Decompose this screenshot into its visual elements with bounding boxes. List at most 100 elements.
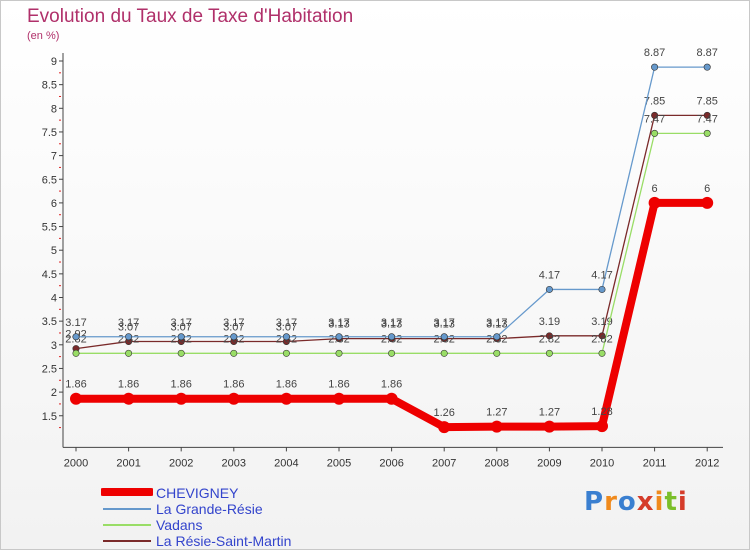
data-point-chevigney: [490, 420, 503, 433]
y-tick-label: 3: [51, 340, 57, 352]
data-point-vadans: [230, 349, 238, 357]
data-label-la-grande-resie: 3.17: [433, 317, 454, 329]
data-label-la-grande-resie: 8.87: [644, 47, 665, 59]
unit-label: (en %): [27, 30, 60, 42]
legend-label: Vadans: [156, 517, 203, 533]
data-point-la-grande-resie: [125, 333, 133, 341]
y-tick-label: 9: [51, 56, 57, 68]
data-point-chevigney: [596, 420, 608, 433]
data-point-vadans: [651, 129, 659, 137]
data-label-chevigney: 1.27: [486, 407, 507, 419]
logo-letter: i: [654, 487, 665, 517]
data-point-vadans: [703, 129, 711, 137]
proxiti-logo: Proxiti: [584, 487, 688, 517]
y-tick-label: 4: [51, 293, 57, 305]
data-point-la-grande-resie: [703, 63, 711, 71]
logo-letter: x: [636, 487, 655, 517]
chart-title: Evolution du Taux de Taxe d'Habitation: [27, 6, 354, 27]
x-tick-label: 2002: [169, 457, 193, 469]
data-label-la-grande-resie: 4.17: [539, 269, 560, 281]
data-label-la-resie-saint-martin: 3.13: [328, 319, 349, 331]
data-label-chevigney: 1.86: [118, 379, 139, 391]
data-point-chevigney: [543, 420, 556, 433]
legend-item-chevigney: CHEVIGNEY: [101, 485, 361, 501]
data-point-vadans: [282, 349, 290, 357]
data-point-vadans: [72, 349, 80, 357]
data-point-vadans: [440, 349, 448, 357]
logo-letter: P: [584, 487, 605, 517]
data-point-chevigney: [701, 196, 714, 209]
data-point-vadans: [125, 349, 133, 357]
y-tick-label: 8: [51, 103, 57, 115]
data-label-la-grande-resie: 3.17: [486, 317, 507, 329]
data-point-vadans: [545, 349, 553, 357]
legend-item-la-grande-resie: La Grande-Résie: [101, 501, 361, 517]
data-point-la-grande-resie: [545, 285, 553, 293]
logo-letter: r: [604, 487, 618, 517]
logo-letter: i: [677, 487, 688, 517]
data-label-vadans: 7.47: [696, 113, 717, 125]
data-label-la-resie-saint-martin: 3.07: [276, 321, 297, 333]
data-point-chevigney: [648, 196, 661, 209]
data-label-la-grande-resie: 3.17: [170, 317, 191, 329]
legend-label: CHEVIGNEY: [156, 485, 239, 501]
data-point-chevigney: [385, 392, 398, 405]
series-line-la-grande-resie: [75, 66, 708, 338]
y-tick-label: 2.5: [42, 363, 57, 375]
x-tick-label: 2003: [222, 457, 246, 469]
data-label-la-grande-resie: 3.17: [328, 317, 349, 329]
data-label-la-resie-saint-martin: 3.07: [170, 321, 191, 333]
data-point-la-resie-saint-martin: [651, 111, 659, 119]
y-tick-label: 1.5: [42, 411, 57, 423]
data-label-la-resie-saint-martin: 7.85: [696, 95, 717, 107]
legend-swatch: [103, 540, 151, 542]
data-label-chevigney: 1.27: [539, 407, 560, 419]
data-point-la-grande-resie: [282, 333, 290, 341]
data-label-la-grande-resie: 4.17: [591, 269, 612, 281]
data-label-la-grande-resie: 3.17: [276, 317, 297, 329]
data-point-vadans: [335, 349, 343, 357]
data-label-chevigney: 1.28: [591, 406, 612, 418]
data-label-la-resie-saint-martin: 3.13: [486, 319, 507, 331]
data-label-la-grande-resie: 3.17: [381, 317, 402, 329]
data-point-la-grande-resie: [388, 333, 396, 341]
data-point-vadans: [388, 349, 396, 357]
data-point-la-grande-resie: [651, 63, 659, 71]
data-point-vadans: [177, 349, 185, 357]
data-point-chevigney: [438, 421, 451, 434]
x-tick-label: 2007: [432, 457, 456, 469]
x-tick-label: 2006: [379, 457, 403, 469]
data-label-la-resie-saint-martin: 3.07: [118, 321, 139, 333]
data-point-chevigney: [227, 392, 240, 405]
data-label-chevigney: 1.86: [223, 379, 244, 391]
y-tick-label: 6.5: [42, 174, 57, 186]
data-label-la-grande-resie: 8.87: [696, 47, 717, 59]
x-tick-label: 2010: [590, 457, 614, 469]
data-point-la-resie-saint-martin: [598, 332, 606, 340]
data-label-chevigney: 1.86: [276, 379, 297, 391]
data-label-la-resie-saint-martin: 3.19: [539, 316, 560, 328]
legend-label: La Résie-Saint-Martin: [156, 533, 292, 549]
x-tick-label: 2009: [537, 457, 561, 469]
legend-label: La Grande-Résie: [156, 501, 263, 517]
data-label-vadans: 2.82: [539, 333, 560, 345]
data-label-la-resie-saint-martin: 3.13: [433, 319, 454, 331]
data-point-la-grande-resie: [335, 333, 343, 341]
data-point-chevigney: [280, 392, 293, 405]
y-tick-label: 7: [51, 151, 57, 163]
data-point-chevigney: [70, 392, 82, 405]
data-point-chevigney: [333, 392, 345, 405]
data-label-chevigney: 1.26: [433, 407, 454, 419]
data-label-chevigney: 1.86: [328, 379, 349, 391]
x-tick-label: 2012: [695, 457, 719, 469]
data-label-chevigney: 6: [652, 183, 658, 195]
data-point-la-grande-resie: [72, 333, 80, 341]
data-label-vadans: 7.47: [644, 113, 665, 125]
x-tick-label: 2005: [327, 457, 351, 469]
y-tick-label: 4.5: [42, 269, 57, 281]
x-tick-label: 2011: [643, 457, 667, 469]
logo-letter: t: [664, 487, 678, 517]
data-point-la-grande-resie: [230, 333, 238, 341]
x-tick-label: 2008: [485, 457, 509, 469]
